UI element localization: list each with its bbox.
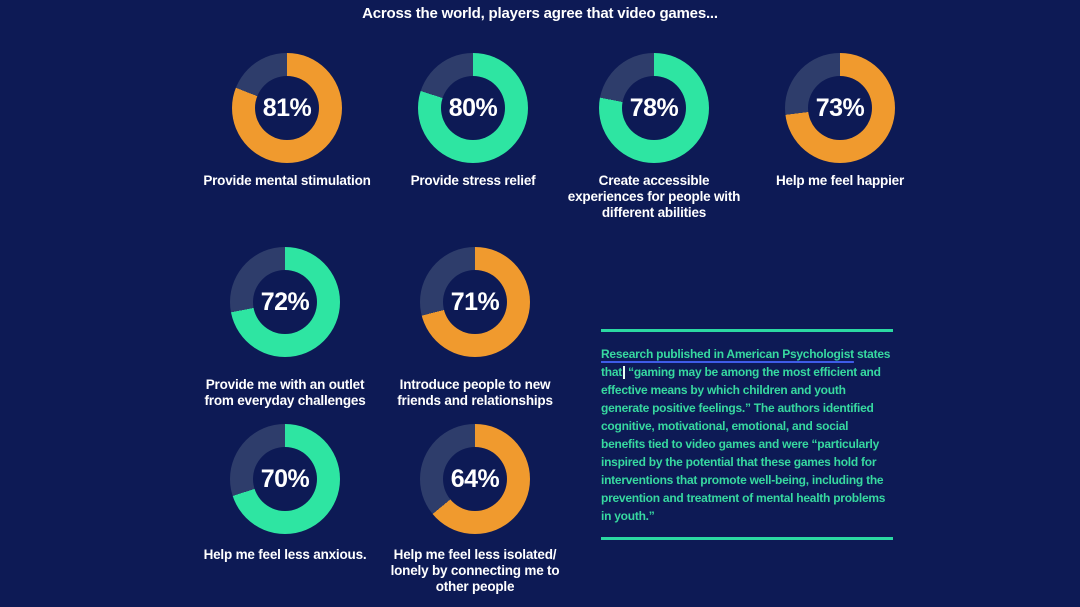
divider-top — [601, 329, 893, 332]
donut-ring: 72% — [230, 247, 340, 357]
quote-after-link: states that — [601, 347, 891, 379]
donut-value: 71% — [450, 287, 500, 316]
donut-chart-mental-stimulation: 81% Provide mental stimulation — [167, 53, 407, 189]
donut-value: 64% — [450, 464, 500, 493]
page-title: Across the world, players agree that vid… — [362, 5, 718, 22]
donut-chart-less-anxious: 70% Help me feel less anxious. — [165, 424, 405, 563]
donut-label: Provide me with an outlet from everyday … — [204, 377, 366, 409]
donut-value: 73% — [815, 93, 865, 122]
donut-value: 70% — [260, 464, 310, 493]
donut-label: Create accessible experiences for people… — [567, 173, 741, 221]
donut-ring: 78% — [599, 53, 709, 163]
research-link[interactable]: Research published in American Psycholog… — [601, 347, 854, 361]
donut-chart-less-isolated: 64% Help me feel less isolated/ lonely b… — [355, 424, 595, 596]
donut-label: Provide stress relief — [410, 173, 536, 188]
donut-value: 81% — [262, 93, 312, 122]
donut-label: Help me feel happier — [775, 173, 905, 188]
donut-chart-new-friends: 71% Introduce people to new friends and … — [355, 247, 595, 409]
donut-value: 72% — [260, 287, 310, 316]
donut-ring: 80% — [418, 53, 528, 163]
donut-chart-stress-relief: 80% Provide stress relief — [353, 53, 593, 189]
research-quote-panel: Research published in American Psycholog… — [601, 329, 893, 540]
quote-text: Research published in American Psycholog… — [601, 345, 893, 525]
donut-ring: 81% — [232, 53, 342, 163]
donut-value: 78% — [629, 93, 679, 122]
divider-bottom — [601, 537, 893, 540]
donut-ring: 70% — [230, 424, 340, 534]
donut-chart-outlet-challenges: 72% Provide me with an outlet from every… — [165, 247, 405, 409]
text-caret — [623, 366, 625, 379]
donut-ring: 73% — [785, 53, 895, 163]
donut-value: 80% — [448, 93, 498, 122]
donut-chart-accessible-experiences: 78% Create accessible experiences for pe… — [534, 53, 774, 222]
donut-label: Provide mental stimulation — [203, 173, 371, 188]
quote-body: “gaming may be among the most efficient … — [601, 365, 886, 523]
donut-label: Help me feel less isolated/ lonely by co… — [390, 547, 560, 595]
donut-ring: 71% — [420, 247, 530, 357]
donut-label: Help me feel less anxious. — [203, 547, 367, 562]
donut-label: Introduce people to new friends and rela… — [397, 377, 553, 409]
donut-ring: 64% — [420, 424, 530, 534]
donut-chart-feel-happier: 73% Help me feel happier — [720, 53, 960, 189]
